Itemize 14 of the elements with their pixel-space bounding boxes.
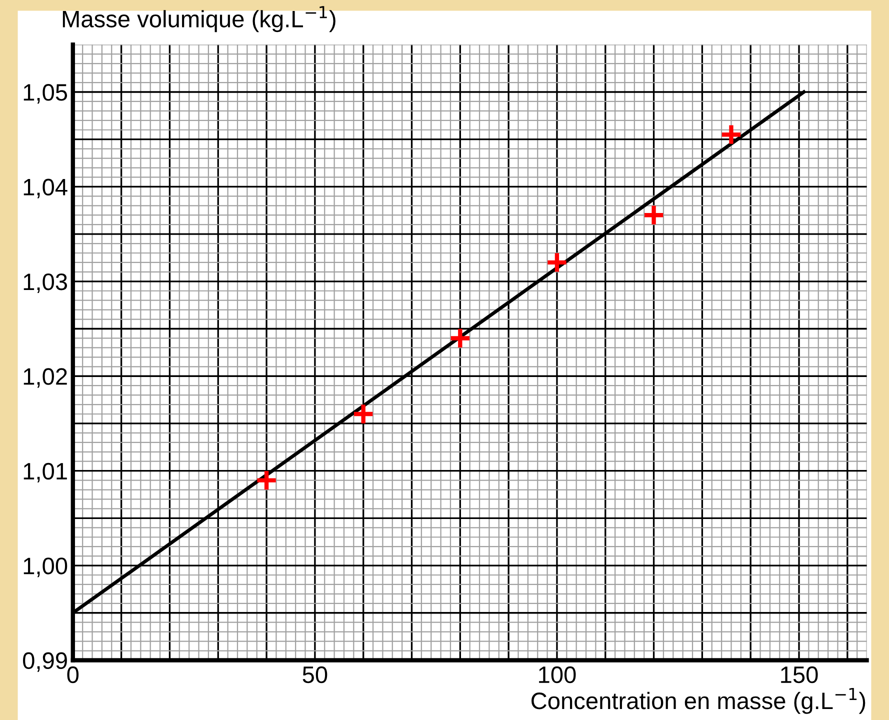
x-tick-label: 50 [302, 666, 328, 684]
y-tick-label: 1,01 [24, 462, 67, 482]
y-tick-label: 1,02 [24, 368, 67, 388]
x-tick-label: 0 [67, 666, 79, 684]
y-tick-label: 1,03 [24, 273, 68, 293]
y-tick-label: 1,05 [24, 84, 68, 104]
y-tick-label: 1,00 [24, 558, 68, 578]
x-axis-title: Concentration en masse (g.L$^{−1}$) [532, 688, 866, 714]
x-tick-label: 150 [781, 666, 818, 684]
x-tick-label: 100 [539, 666, 576, 684]
y-tick-label: 0,99 [23, 652, 67, 672]
y-tick-label: 1,04 [24, 178, 68, 198]
point [546, 251, 568, 274]
y-axis-title: Masse volumique (kg.L$^{−1}$) [62, 6, 336, 32]
